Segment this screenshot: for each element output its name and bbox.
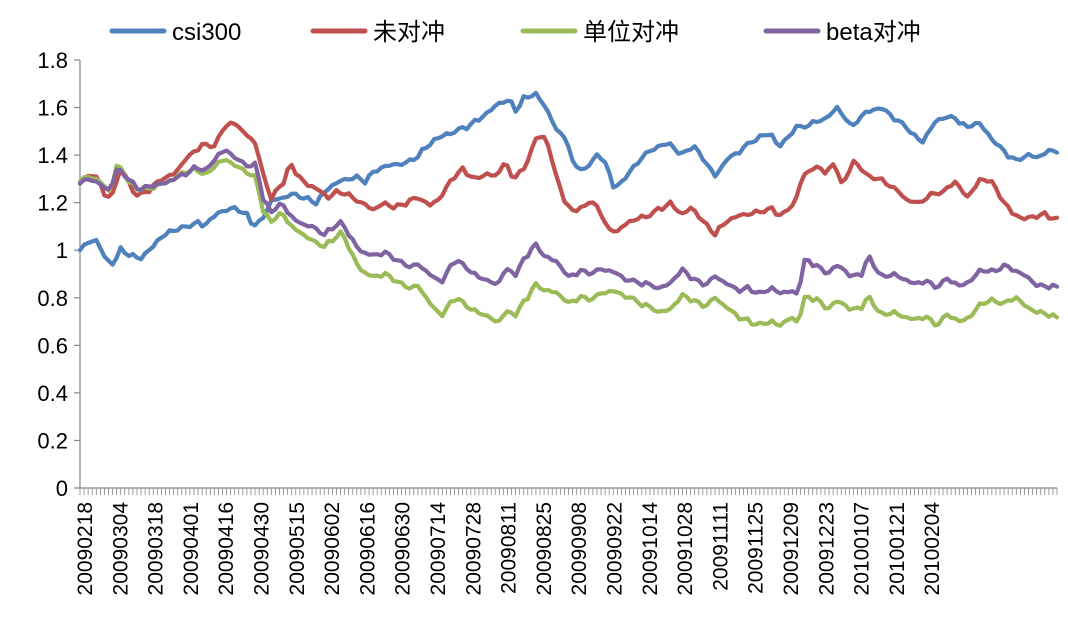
x-tick-label: 20100121 (886, 502, 909, 595)
x-tick-label: 20090922 (604, 502, 627, 595)
legend-label: beta对冲 (826, 19, 921, 46)
legend-item-3: beta对冲 (763, 19, 921, 46)
chart-legend: csi300 未对冲 单位对冲 beta对冲 (109, 19, 921, 46)
series-line-1 (77, 120, 1060, 238)
legend-label: 单位对冲 (583, 19, 679, 46)
x-tick-label: 20090908 (568, 502, 591, 595)
series-line-0 (77, 90, 1060, 267)
series-layer (77, 90, 1060, 328)
legend-item-0: csi300 (109, 19, 241, 46)
x-tick-label: 20091223 (815, 502, 838, 595)
legend-item-1: 未对冲 (310, 19, 445, 46)
x-tick-label: 20090714 (427, 502, 450, 596)
x-tick-label: 20090430 (251, 502, 274, 595)
x-tick-label: 20091209 (780, 502, 803, 595)
y-tick-label: 0.4 (37, 381, 68, 406)
x-tick-label: 20090515 (286, 502, 309, 595)
x-tick-label: 20090602 (321, 502, 344, 595)
y-tick-label: 0.8 (37, 286, 68, 311)
x-tick-label: 20091028 (674, 502, 697, 595)
x-tick-label: 20090811 (498, 502, 521, 594)
x-tick-label: 20090728 (462, 502, 485, 595)
legend-label: 未对冲 (373, 19, 445, 46)
x-tick-label: 20091111 (709, 502, 732, 591)
y-tick-label: 1.8 (37, 48, 68, 73)
y-axis: 0 0.2 0.4 0.6 0.8 1 1.2 1.4 1.6 1.8 (37, 48, 81, 501)
x-tick-label: 20090416 (215, 502, 238, 595)
x-tick-label: 20091014 (639, 502, 662, 596)
legend-label: csi300 (172, 19, 241, 46)
x-tick-label: 20100204 (921, 502, 944, 596)
x-tick-label: 20090630 (392, 502, 415, 595)
y-tick-label: 1 (56, 238, 68, 263)
x-tick-label: 20090401 (180, 502, 203, 595)
x-tick-label: 20090318 (145, 502, 168, 595)
series-line-3 (77, 148, 1060, 296)
x-tick-label: 20090218 (74, 502, 97, 595)
y-tick-label: 0 (56, 476, 68, 501)
y-tick-label: 1.6 (37, 96, 68, 121)
x-tick-label: 20090616 (356, 502, 379, 595)
x-tick-label: 20090825 (533, 502, 556, 595)
y-tick-label: 0.2 (37, 428, 68, 453)
x-tick-label: 20100107 (851, 502, 874, 595)
y-tick-label: 0.6 (37, 333, 68, 358)
y-tick-label: 1.4 (37, 143, 68, 168)
x-axis: 20090218 20090304 20090318 20090401 20090416… (74, 487, 1058, 596)
legend-item-2: 单位对冲 (520, 19, 679, 46)
series-line-2 (77, 158, 1060, 328)
x-tick-label: 20090304 (109, 502, 132, 596)
x-tick-label: 20091125 (745, 502, 768, 594)
y-tick-label: 1.2 (37, 191, 68, 216)
